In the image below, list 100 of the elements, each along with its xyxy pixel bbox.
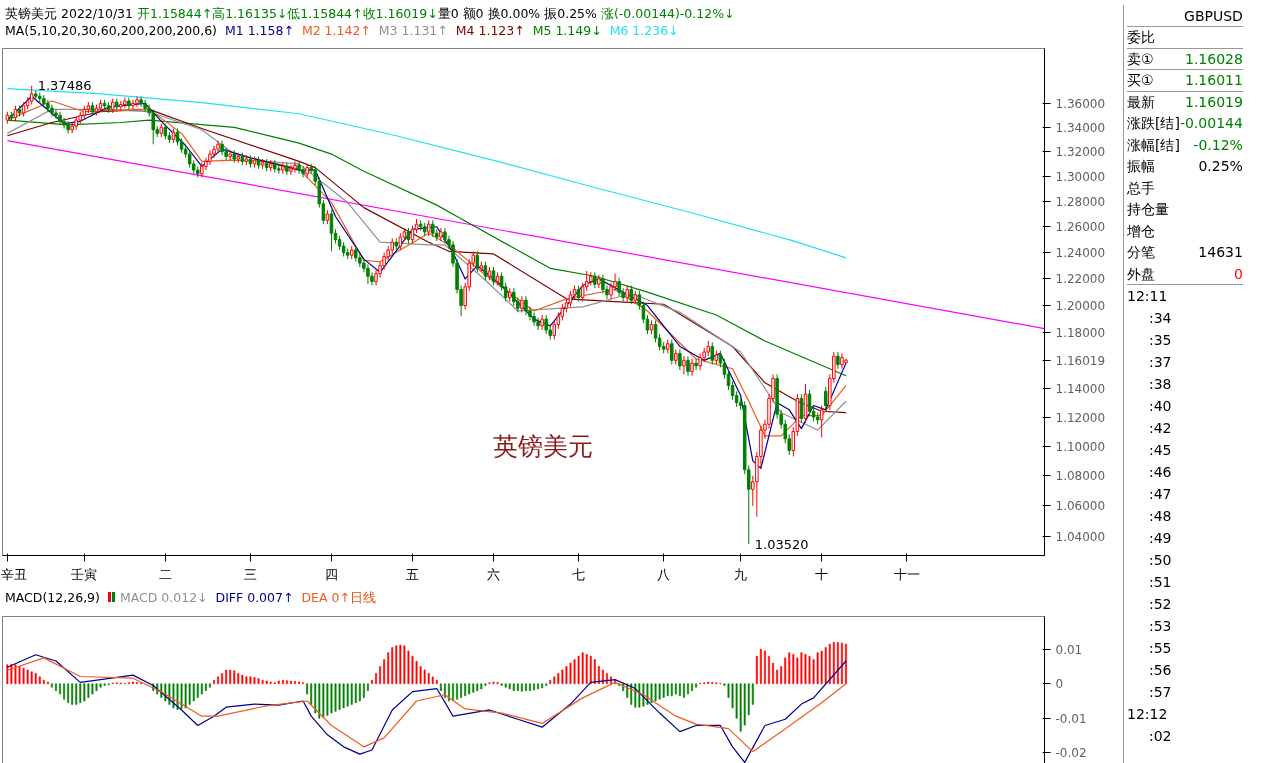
category-label: 卖① xyxy=(1127,49,1154,69)
legend-title: MA(5,10,20,30,60,200,200,200,6) xyxy=(5,23,217,38)
text: 涨(-0.00144)-0.12%↓ xyxy=(600,6,735,21)
text: :02 xyxy=(1148,727,1173,746)
text: M6 1.236↓ xyxy=(609,23,679,38)
text: :56 xyxy=(1148,661,1173,680)
candlestick xyxy=(297,160,301,175)
annotation: 1.03520 xyxy=(754,536,809,552)
candlestick xyxy=(686,355,690,377)
text: :57 xyxy=(1148,683,1173,702)
x-tick-label: 十一 xyxy=(893,566,920,582)
candlestick xyxy=(281,162,285,175)
x-tick-label: 四 xyxy=(324,566,338,582)
chart-subtitle: 开1.15844↑高1.16135↓低1.15844↑收1.16019↓ xyxy=(137,6,438,21)
text: -0.00144 xyxy=(1179,115,1243,131)
x-tick-label: 十 xyxy=(815,566,829,582)
candlestick xyxy=(285,162,289,176)
text: M1 1.158↑ xyxy=(224,23,294,38)
y-tick-label: 1.22000 xyxy=(1055,272,1106,287)
text: :48 xyxy=(1148,507,1173,526)
x-tick-label: 二 xyxy=(158,566,172,582)
line-series xyxy=(6,88,847,259)
text: 12:12 xyxy=(1127,705,1169,724)
candlestick xyxy=(131,99,135,110)
y-tick-label: 1.26000 xyxy=(1055,220,1106,235)
candlestick xyxy=(544,314,548,335)
candlestick xyxy=(670,339,674,366)
x-tick-label: 七 xyxy=(572,566,586,582)
text: 1.16028 xyxy=(1184,50,1243,67)
candlestick xyxy=(524,295,528,316)
candlestick xyxy=(823,386,828,411)
category-label: 外盘 xyxy=(1127,264,1155,284)
y-tick-label: 1.32000 xyxy=(1055,145,1106,160)
candlestick xyxy=(143,99,147,113)
text: 0 xyxy=(1233,265,1243,282)
text: 量0 额0 换0.00% 振0.25% xyxy=(437,6,598,21)
candlestick xyxy=(682,355,686,375)
candlestick xyxy=(289,164,293,176)
text: 0.25% xyxy=(1198,158,1243,174)
x-tick-label: 壬寅 xyxy=(71,566,98,582)
text: M3 1.131↑ xyxy=(378,23,448,38)
category-label: 持仓量 xyxy=(1127,200,1169,219)
text: :55 xyxy=(1148,639,1173,658)
y-tick-label: 1.08000 xyxy=(1055,469,1106,484)
category-label: 最新 xyxy=(1127,92,1155,112)
category-label: 振幅 xyxy=(1127,157,1155,176)
y-tick-label: 1.28000 xyxy=(1055,194,1106,209)
x-tick-label: 八 xyxy=(657,566,671,582)
text: 1.16019 xyxy=(1184,93,1243,110)
category-label: 总手 xyxy=(1127,178,1155,198)
candlestick xyxy=(807,389,812,417)
y-tick-label: 1.04000 xyxy=(1055,530,1106,545)
text: M5 1.149↓ xyxy=(532,23,602,38)
y-tick-label: 1.34000 xyxy=(1055,120,1106,135)
candlestick xyxy=(491,266,496,287)
y-tick-label: -0.02 xyxy=(1055,746,1087,761)
candlestick xyxy=(301,165,305,179)
text: :51 xyxy=(1148,573,1173,592)
y-tick-label: 1.30000 xyxy=(1055,169,1106,184)
x-tick-label: 六 xyxy=(487,566,501,582)
y-tick-label: 1.24000 xyxy=(1055,246,1106,261)
y-tick-label: 0 xyxy=(1055,677,1064,692)
text: 14631 xyxy=(1198,244,1243,260)
candlestick xyxy=(443,227,447,245)
text: 12:11 xyxy=(1127,287,1169,306)
annotation: 英镑美元 xyxy=(492,431,593,461)
text: :46 xyxy=(1148,463,1173,482)
text: DIFF 0.007↑ xyxy=(215,590,294,605)
text: :50 xyxy=(1148,551,1173,570)
y-tick-label: 1.16019 xyxy=(1055,353,1106,368)
text: 日线 xyxy=(349,589,376,607)
candlestick xyxy=(840,352,844,370)
category-label: 委比 xyxy=(1127,28,1155,47)
text: :37 xyxy=(1148,353,1173,372)
candlestick xyxy=(127,96,131,110)
text: :35 xyxy=(1148,331,1173,350)
category-label: 分笔 xyxy=(1127,243,1155,262)
candlestick xyxy=(694,358,698,371)
y-tick-label: 1.10000 xyxy=(1055,439,1106,454)
annotation: 1.37486 xyxy=(37,78,92,94)
text: :34 xyxy=(1148,309,1173,328)
candlestick xyxy=(46,99,50,113)
legend-label: MACD 0.012↓ xyxy=(119,590,208,605)
text: M2 1.142↑ xyxy=(301,23,371,38)
category-label: 增仓 xyxy=(1127,221,1155,241)
candlestick xyxy=(216,140,220,154)
x-tick-label: 辛丑 xyxy=(0,566,27,582)
y-tick-label: 1.36000 xyxy=(1055,96,1106,111)
text: :45 xyxy=(1148,441,1173,460)
text: 1.16011 xyxy=(1184,72,1243,88)
text: :40 xyxy=(1148,397,1173,416)
y-tick-label: -0.01 xyxy=(1055,711,1087,726)
candlestick xyxy=(552,319,557,341)
text: -0.12% xyxy=(1193,136,1243,153)
y-tick-label: 1.12000 xyxy=(1055,410,1106,425)
text: :38 xyxy=(1148,375,1173,394)
y-tick-label: 1.06000 xyxy=(1055,499,1106,514)
x-tick-label: 五 xyxy=(405,566,419,582)
candlestick xyxy=(597,274,601,289)
candlestick xyxy=(836,351,840,370)
